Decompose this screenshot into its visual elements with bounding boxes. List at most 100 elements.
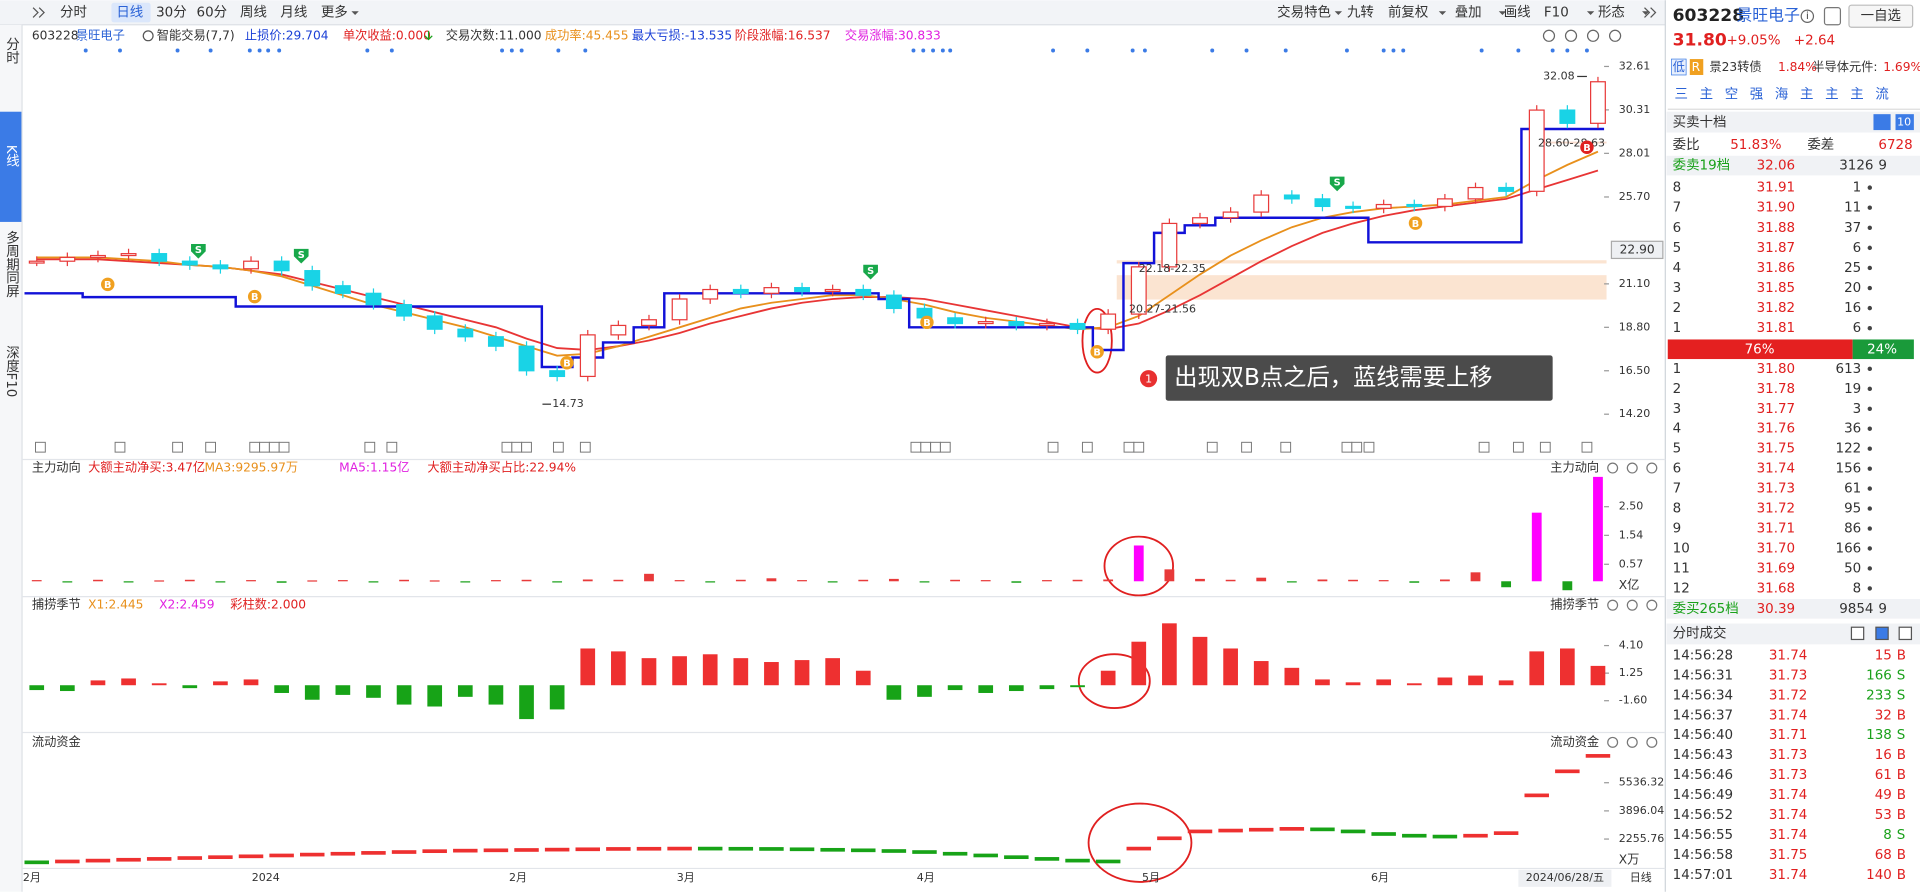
toolbar-button[interactable]: 九转 bbox=[1347, 5, 1374, 21]
candle bbox=[1069, 322, 1086, 330]
trade-volume: 8 bbox=[1883, 828, 1892, 843]
y-tick-label: 16.50 bbox=[1619, 364, 1651, 377]
trade-side: B bbox=[1897, 748, 1906, 763]
liquidity-mark bbox=[330, 851, 356, 856]
flow-bar bbox=[1042, 580, 1052, 582]
cursor-price-label: 22.90 bbox=[1620, 242, 1655, 256]
event-dot bbox=[257, 48, 262, 53]
tag: 低 bbox=[1673, 60, 1685, 74]
panel-icon[interactable] bbox=[1646, 462, 1658, 474]
toolbar-tab[interactable]: 30分 bbox=[156, 5, 187, 21]
tag-box bbox=[1671, 58, 1687, 76]
x-axis-label[interactable]: 日线 bbox=[1630, 870, 1652, 884]
depth-button[interactable] bbox=[1895, 114, 1914, 131]
indicator-tab[interactable]: 主 bbox=[1825, 87, 1838, 103]
y-tick-label: 4.10 bbox=[1619, 639, 1644, 652]
tab-active-bg bbox=[111, 2, 151, 23]
book-volume: 166 bbox=[1836, 541, 1862, 556]
depth-label[interactable]: 10 bbox=[1897, 116, 1911, 129]
info-icon[interactable] bbox=[1800, 9, 1815, 23]
toolbar-tab[interactable]: 周线 bbox=[240, 5, 267, 21]
event-box bbox=[552, 441, 564, 453]
event-box bbox=[364, 441, 376, 453]
indicator-tab[interactable]: 流 bbox=[1875, 87, 1888, 103]
candle bbox=[824, 288, 841, 293]
sidebar-tab[interactable]: 深度F10 bbox=[3, 345, 20, 397]
buy-signal bbox=[920, 315, 934, 330]
watch-label[interactable]: 一自选 bbox=[1861, 8, 1901, 24]
indicator-tab[interactable]: 强 bbox=[1750, 88, 1763, 103]
panel-icon[interactable] bbox=[1607, 736, 1619, 748]
collapse-icon[interactable] bbox=[32, 7, 45, 18]
trade-volume: 53 bbox=[1875, 808, 1892, 823]
flow-bar bbox=[735, 579, 746, 582]
panel-icon[interactable] bbox=[1586, 29, 1600, 42]
indicator: X1:2.445 bbox=[88, 598, 143, 612]
flow-bar bbox=[888, 578, 899, 582]
trade-side: B bbox=[1897, 648, 1906, 663]
liquidity-mark bbox=[1248, 827, 1274, 832]
candle bbox=[763, 287, 780, 294]
flow-bar bbox=[1378, 580, 1389, 582]
panel-icon[interactable] bbox=[1608, 29, 1622, 42]
candle bbox=[794, 287, 810, 293]
indicator: MA3:9295.97万 bbox=[204, 461, 298, 475]
sidebar-active[interactable] bbox=[0, 111, 23, 222]
indicator-tab[interactable]: 海 bbox=[1775, 87, 1788, 103]
sidebar-tab[interactable]: 多周期同屏 bbox=[3, 229, 20, 298]
indicator-tab[interactable]: 空 bbox=[1725, 87, 1738, 103]
toolbar-tab[interactable]: 60分 bbox=[197, 5, 228, 21]
watch-button[interactable] bbox=[1848, 4, 1914, 28]
section-icon[interactable] bbox=[1875, 626, 1889, 641]
toolbar-button[interactable]: 前复权 bbox=[1388, 4, 1429, 21]
indicator-tab[interactable]: 主 bbox=[1850, 87, 1863, 103]
capture-bar bbox=[60, 685, 75, 692]
liquidity-mark bbox=[300, 852, 325, 857]
toolbar-button[interactable]: 画线 bbox=[1504, 5, 1531, 21]
book-dot bbox=[1867, 205, 1872, 210]
panel-icon[interactable] bbox=[1564, 29, 1578, 42]
panel-icon[interactable] bbox=[1607, 462, 1619, 474]
capture-bar bbox=[1345, 682, 1361, 686]
flow-bar bbox=[1011, 581, 1022, 583]
toolbar-tab[interactable]: 分时 bbox=[60, 5, 87, 21]
toolbar-tab[interactable]: 日线 bbox=[116, 5, 143, 21]
panel-icon[interactable] bbox=[1607, 599, 1619, 611]
event-box bbox=[1363, 441, 1375, 453]
event-box bbox=[114, 441, 126, 453]
panel-icon[interactable] bbox=[1626, 736, 1638, 748]
trade-side: S bbox=[1897, 828, 1906, 843]
toggle-icon[interactable] bbox=[142, 30, 154, 42]
toolbar-button[interactable]: 叠加 bbox=[1455, 5, 1482, 21]
sidebar-tab[interactable]: 分时 bbox=[3, 37, 20, 64]
indicator-tab[interactable]: 三 bbox=[1674, 88, 1687, 103]
expand-icon[interactable] bbox=[1644, 7, 1657, 18]
flow-bar bbox=[766, 578, 777, 582]
event-box bbox=[1351, 441, 1363, 453]
zone-label: 20.27-21.56 bbox=[1129, 302, 1196, 315]
section-icon[interactable] bbox=[1898, 626, 1913, 641]
toggle-icon[interactable] bbox=[1873, 114, 1891, 131]
ratio-item: 委比 bbox=[1673, 137, 1700, 153]
toolbar-button[interactable]: 交易特色 bbox=[1277, 4, 1331, 21]
toolbar-tab[interactable]: 月线 bbox=[280, 5, 307, 21]
panel-icon[interactable] bbox=[1646, 736, 1658, 748]
panel-icon[interactable] bbox=[1626, 462, 1638, 474]
bell-icon[interactable] bbox=[1823, 7, 1842, 26]
panel-icon[interactable] bbox=[1626, 599, 1638, 611]
sidebar-tab[interactable]: K线 bbox=[3, 145, 20, 168]
toolbar-button[interactable]: 形态 bbox=[1598, 5, 1625, 21]
indicator-tab[interactable]: 主 bbox=[1800, 87, 1813, 103]
info-item: 智能交易(7,7) bbox=[157, 27, 235, 42]
toolbar-button[interactable]: F10 bbox=[1544, 6, 1569, 21]
flow-bar bbox=[858, 579, 869, 582]
candle bbox=[1498, 186, 1515, 192]
dropdown-caret bbox=[1642, 11, 1650, 15]
toolbar-tab[interactable]: 更多 bbox=[321, 4, 348, 21]
indicator-tab[interactable]: 主 bbox=[1700, 87, 1713, 103]
panel-icon[interactable] bbox=[1646, 599, 1658, 611]
book-dot bbox=[1867, 586, 1872, 591]
section-icon[interactable] bbox=[1850, 626, 1865, 641]
panel-icon[interactable] bbox=[1542, 29, 1556, 42]
